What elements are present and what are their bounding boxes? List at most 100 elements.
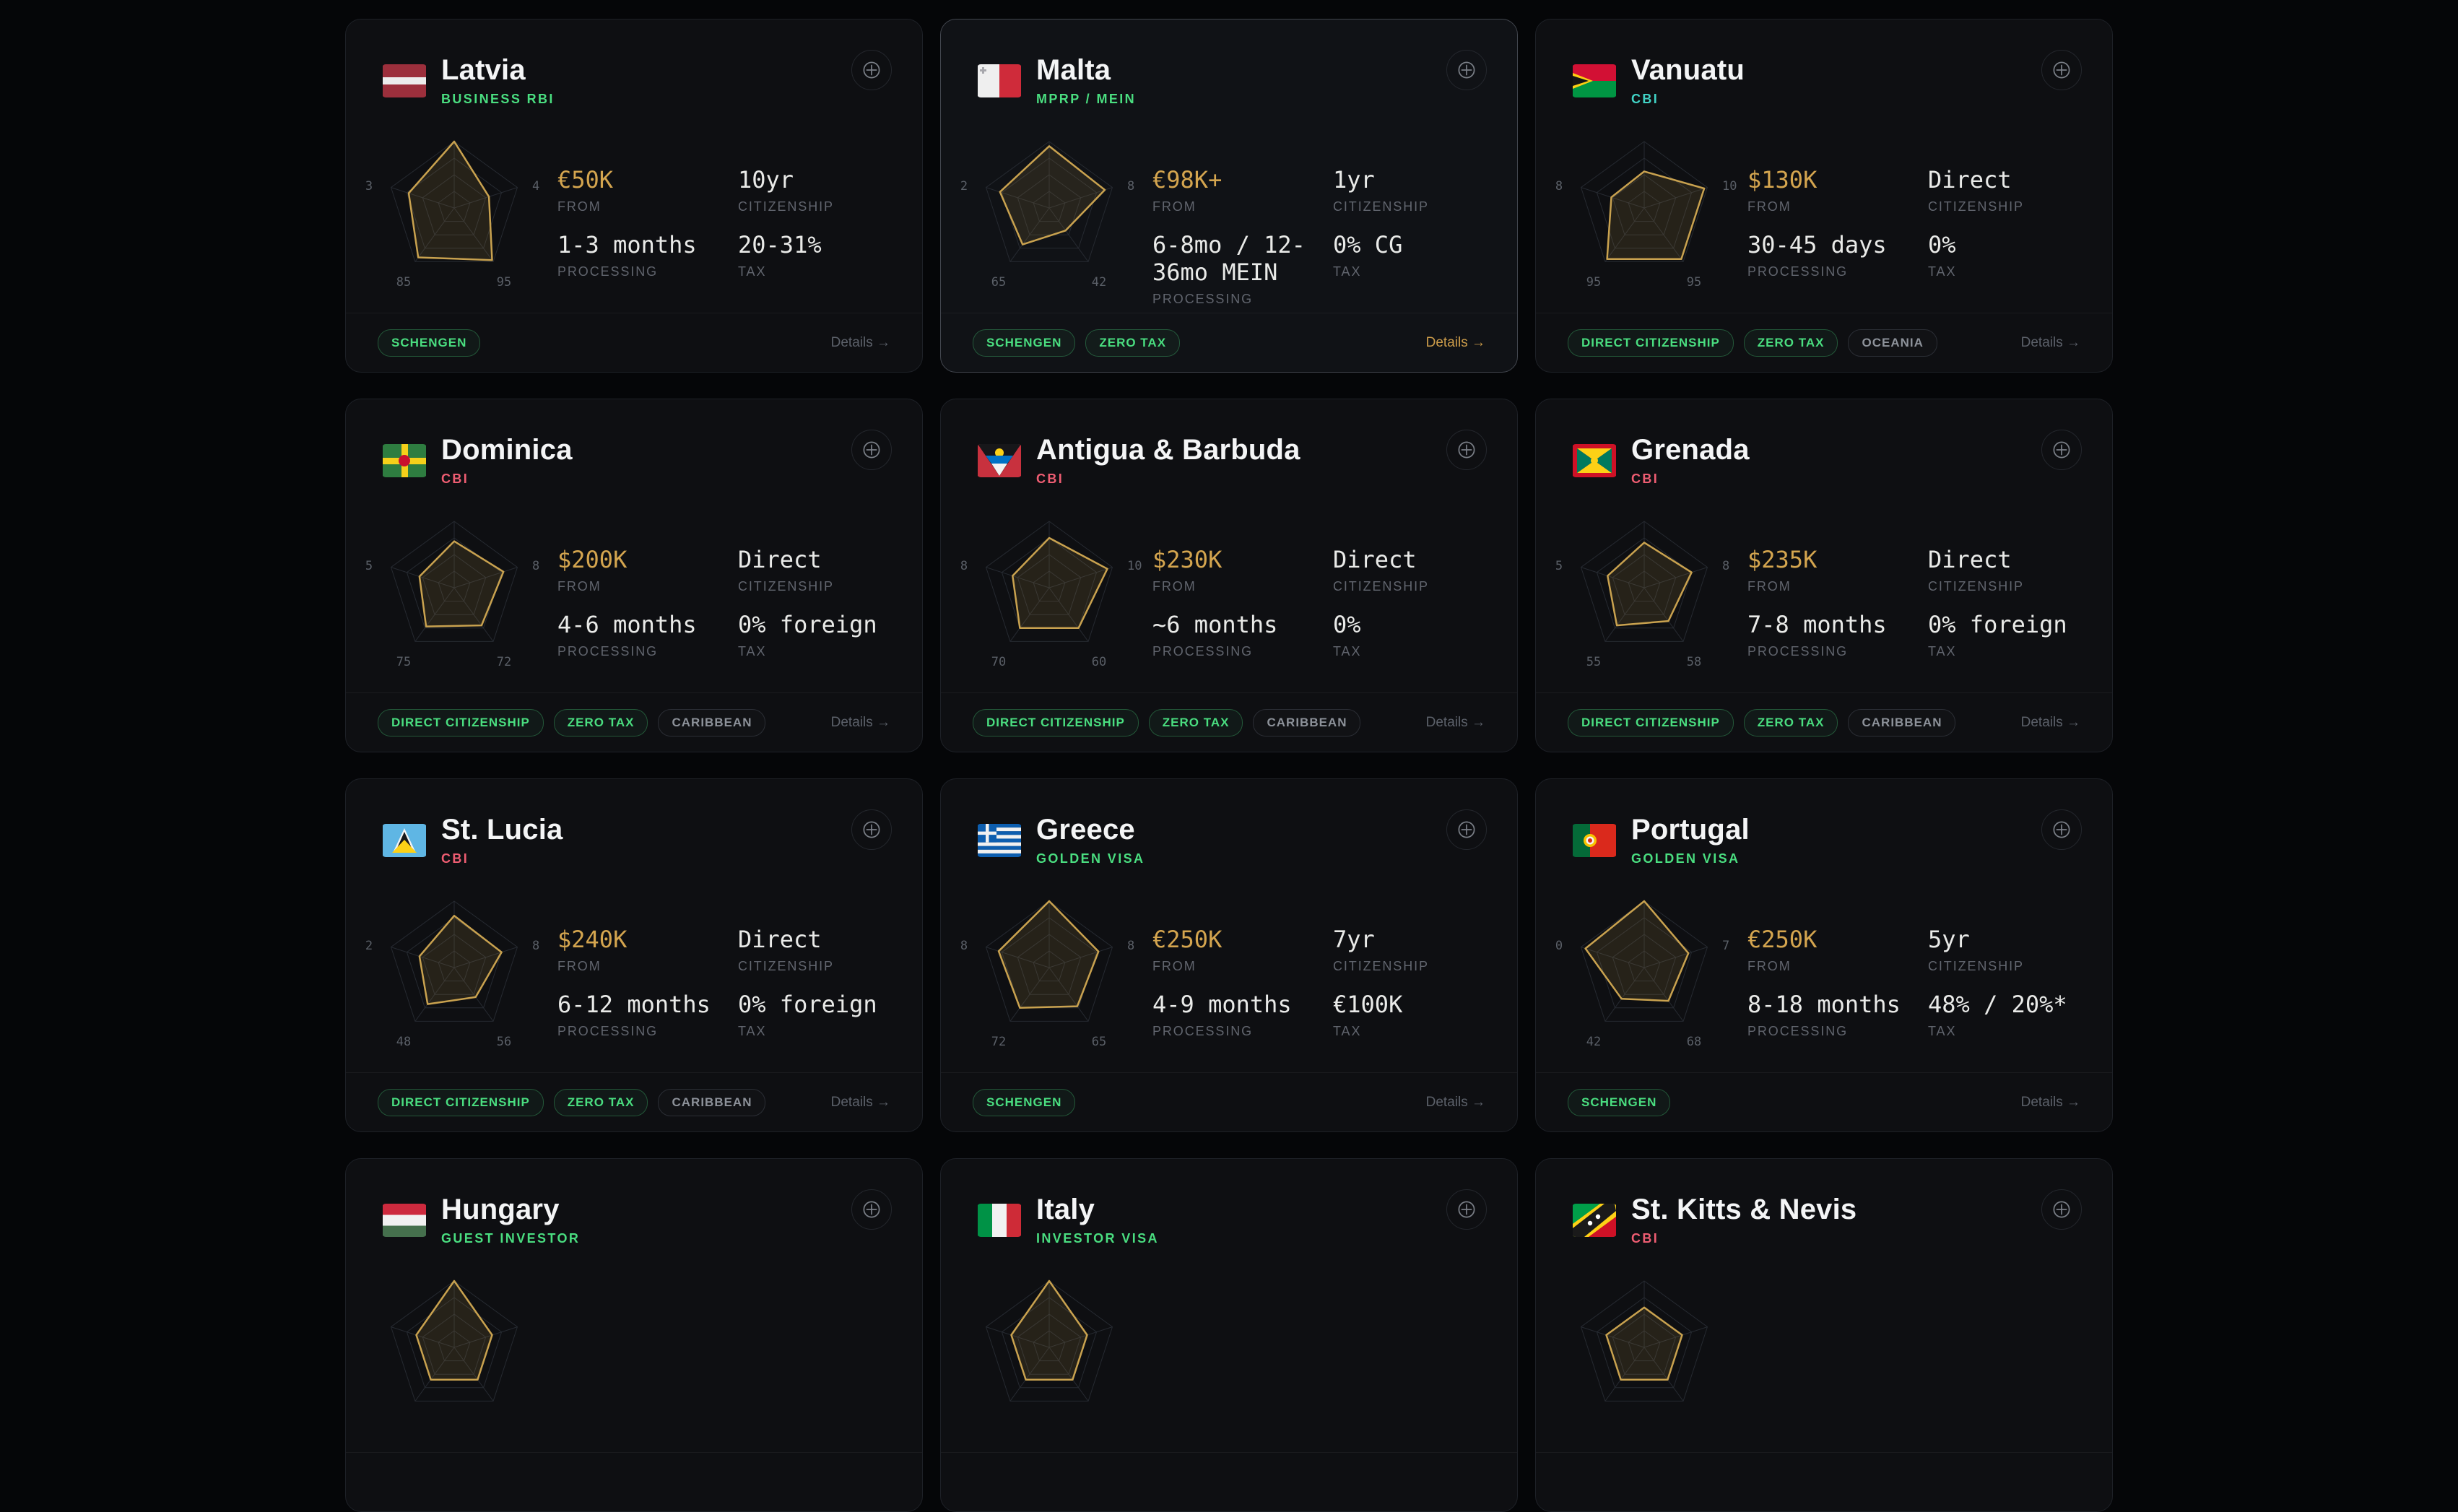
add-compare-button[interactable] — [851, 1189, 892, 1230]
tag-pill: DIRECT CITIZENSHIP — [1568, 708, 1734, 737]
add-compare-button[interactable] — [2041, 430, 2082, 470]
stat-value: 6-12 months — [557, 991, 711, 1018]
program-type: CBI — [1631, 92, 1659, 106]
plus-circle-icon — [2053, 61, 2070, 79]
details-link[interactable]: Details → — [2020, 1094, 2080, 1110]
tags-row: DIRECT CITIZENSHIP ZERO TAX CARIBBEAN — [378, 708, 766, 737]
radar-axis-label: 72 — [497, 655, 511, 669]
stat-value: 0% CG — [1333, 231, 1403, 258]
country-card[interactable]: Italy INVESTOR VISA — [940, 1158, 1518, 1512]
stat-label: FROM — [557, 959, 602, 973]
radar-chart: 2 8 48 56 — [346, 873, 577, 1053]
details-link[interactable]: Details → — [2020, 334, 2080, 350]
plus-circle-icon — [1458, 61, 1475, 79]
program-type: CBI — [441, 851, 469, 866]
country-name: Hungary — [441, 1194, 560, 1225]
program-type: BUSINESS RBI — [441, 92, 555, 106]
country-card[interactable]: St. Kitts & Nevis CBI — [1535, 1158, 2113, 1512]
stats-grid: €250K FROM 5yr CITIZENSHIP 8-18 months PROCES… — [1747, 926, 2083, 1040]
stat-value: 0% foreign — [1928, 611, 2067, 638]
details-link[interactable]: Details → — [830, 1094, 890, 1110]
stat-cell: 7-8 months PROCESSING — [1747, 611, 1928, 660]
country-name: St. Lucia — [441, 814, 563, 846]
details-link[interactable]: Details → — [830, 714, 890, 730]
add-compare-button[interactable] — [851, 809, 892, 850]
program-type: CBI — [1036, 472, 1064, 486]
country-card[interactable]: St. Lucia CBI 2 8 48 56 $240K FROM Direct CITI… — [345, 778, 923, 1132]
title-block: St. Lucia CBI — [441, 814, 563, 866]
stat-label: TAX — [1928, 264, 1957, 279]
tags-row: DIRECT CITIZENSHIP ZERO TAX CARIBBEAN — [973, 708, 1361, 737]
tags-row: SCHENGEN ZERO TAX — [973, 329, 1181, 357]
country-flag-icon — [1572, 444, 1617, 477]
stat-value: €50K — [557, 166, 614, 194]
tag-pill: DIRECT CITIZENSHIP — [378, 1088, 544, 1116]
details-link[interactable]: Details → — [1425, 334, 1485, 350]
plus-circle-icon — [1458, 821, 1475, 838]
country-name: Portugal — [1631, 814, 1750, 846]
title-block: Antigua & Barbuda CBI — [1036, 435, 1300, 487]
card-footer: SCHENGEN Details → — [941, 1072, 1517, 1131]
stat-cell: 0% foreign TAX — [738, 991, 893, 1040]
country-name: Greece — [1036, 814, 1135, 846]
details-link[interactable]: Details → — [1425, 714, 1485, 730]
add-compare-button[interactable] — [1446, 430, 1487, 470]
stat-value: 0% foreign — [738, 611, 877, 638]
stat-value: 1-3 months — [557, 231, 697, 258]
tag-pill: ZERO TAX — [553, 708, 648, 737]
radar-axis-label: 8 — [1127, 939, 1134, 953]
stat-value: $235K — [1747, 546, 1818, 573]
add-compare-button[interactable] — [851, 50, 892, 90]
country-card[interactable]: Malta MPRP / MEIN 2 8 65 42 €98K+ FROM 1yr CIT… — [940, 19, 1518, 373]
add-compare-button[interactable] — [2041, 1189, 2082, 1230]
stat-cell: $230K FROM — [1152, 546, 1333, 595]
card-footer: DIRECT CITIZENSHIP ZERO TAX CARIBBEAN Deta… — [346, 692, 922, 752]
title-block: Greece GOLDEN VISA — [1036, 814, 1145, 866]
country-card[interactable]: Greece GOLDEN VISA 8 8 72 65 €250K FROM 7yr CI… — [940, 778, 1518, 1132]
stat-cell: 4-6 months PROCESSING — [557, 611, 738, 660]
radar-axis-label: 42 — [1092, 275, 1106, 290]
country-card[interactable]: Hungary GUEST INVESTOR — [345, 1158, 923, 1512]
country-name: Vanuatu — [1631, 54, 1745, 86]
card-footer — [346, 1452, 922, 1511]
country-card[interactable]: Antigua & Barbuda CBI 8 10 70 60 $230K FROM D… — [940, 399, 1518, 752]
card-header: Hungary GUEST INVESTOR — [382, 1194, 580, 1246]
stat-label: PROCESSING — [1747, 1024, 1849, 1038]
stat-value: €250K — [1152, 926, 1223, 953]
country-card[interactable]: Dominica CBI 5 8 75 72 $200K FROM Direct CITIZ… — [345, 399, 923, 752]
country-card[interactable]: Portugal GOLDEN VISA 0 7 42 68 €250K FROM 5yr… — [1535, 778, 2113, 1132]
add-compare-button[interactable] — [1446, 1189, 1487, 1230]
radar-axis-label: 10 — [1722, 179, 1737, 194]
add-compare-button[interactable] — [1446, 50, 1487, 90]
add-compare-button[interactable] — [1446, 809, 1487, 850]
country-flag-icon — [1572, 824, 1617, 857]
stat-cell: €100K TAX — [1333, 991, 1488, 1040]
stat-cell: Direct CITIZENSHIP — [1333, 546, 1488, 595]
stat-label: PROCESSING — [1152, 644, 1254, 659]
stat-label: FROM — [1747, 579, 1792, 594]
stat-cell: 30-45 days PROCESSING — [1747, 231, 1928, 280]
details-link[interactable]: Details → — [830, 334, 890, 350]
stat-cell: 7yr CITIZENSHIP — [1333, 926, 1488, 975]
add-compare-button[interactable] — [2041, 50, 2082, 90]
stat-label: CITIZENSHIP — [738, 199, 834, 214]
add-compare-button[interactable] — [851, 430, 892, 470]
title-block: St. Kitts & Nevis CBI — [1631, 1194, 1856, 1246]
country-card[interactable]: Vanuatu CBI 8 10 95 95 $130K FROM Direct CITIZ… — [1535, 19, 2113, 373]
country-card[interactable]: Grenada CBI 5 8 55 58 $235K FROM Direct CITIZE… — [1535, 399, 2113, 752]
card-footer: DIRECT CITIZENSHIP ZERO TAX CARIBBEAN Deta… — [1536, 692, 2112, 752]
stat-label: FROM — [1747, 959, 1792, 973]
plus-circle-icon — [2053, 1201, 2070, 1218]
radar-axis-label: 8 — [532, 939, 539, 953]
stat-value: 4-6 months — [557, 611, 697, 638]
stat-value: 0% — [1928, 231, 1956, 258]
program-type: CBI — [441, 472, 469, 486]
radar-axis-label: 95 — [1586, 275, 1601, 290]
stat-value: $130K — [1747, 166, 1818, 194]
country-card[interactable]: Latvia BUSINESS RBI 3 4 85 95 €50K FROM 10yr C… — [345, 19, 923, 373]
radar-axis-label: 8 — [1722, 559, 1729, 573]
add-compare-button[interactable] — [2041, 809, 2082, 850]
details-link[interactable]: Details → — [1425, 1094, 1485, 1110]
stat-label: PROCESSING — [1152, 1024, 1254, 1038]
details-link[interactable]: Details → — [2020, 714, 2080, 730]
